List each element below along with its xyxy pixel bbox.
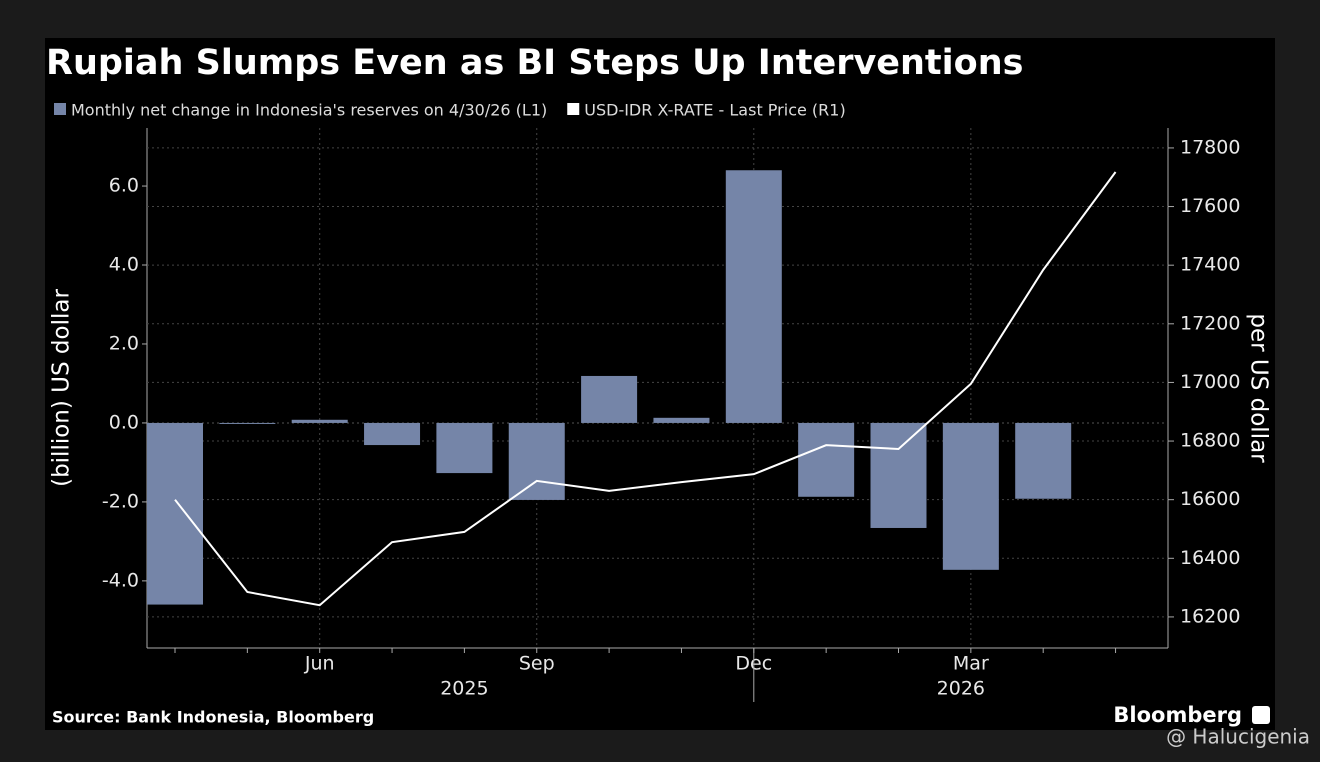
x-tick-label: Jun bbox=[304, 653, 335, 675]
y2-tick-label: 16600 bbox=[1180, 488, 1240, 510]
y-tick-label: 6.0 bbox=[109, 175, 139, 197]
bar bbox=[508, 422, 565, 500]
bar bbox=[653, 417, 710, 423]
y-tick-label: -2.0 bbox=[102, 490, 139, 512]
legend-swatch bbox=[567, 103, 580, 115]
brand: Bloomberg bbox=[1113, 703, 1242, 727]
bar bbox=[364, 422, 421, 446]
x-year-label: 2025 bbox=[440, 678, 488, 700]
bar bbox=[147, 422, 203, 605]
bar bbox=[291, 419, 348, 423]
y-axis-label: (billion) US dollar bbox=[49, 289, 75, 487]
bar bbox=[219, 422, 276, 424]
bar bbox=[1015, 422, 1072, 499]
source: Source: Bank Indonesia, Bloomberg bbox=[52, 708, 374, 727]
bar bbox=[581, 375, 638, 423]
bar bbox=[725, 170, 782, 423]
y2-tick-label: 17000 bbox=[1180, 371, 1240, 393]
y2-tick-label: 17800 bbox=[1180, 136, 1240, 158]
y2-tick-label: 16200 bbox=[1180, 605, 1240, 627]
y-tick-label: 0.0 bbox=[109, 411, 139, 433]
bar bbox=[436, 422, 493, 474]
y2-axis-label: per US dollar bbox=[1246, 313, 1272, 463]
bar bbox=[798, 422, 855, 497]
legend-swatch bbox=[54, 103, 66, 115]
watermark: @ Halucigenia bbox=[1166, 725, 1310, 749]
panel bbox=[45, 38, 1275, 730]
y-tick-label: 4.0 bbox=[109, 254, 139, 276]
y2-tick-label: 17200 bbox=[1180, 312, 1240, 334]
brand-icon bbox=[1252, 706, 1270, 724]
y2-tick-label: 16400 bbox=[1180, 547, 1240, 569]
y-tick-label: -4.0 bbox=[102, 569, 139, 591]
legend-label: Monthly net change in Indonesia's reserv… bbox=[71, 101, 547, 120]
x-tick-label: Mar bbox=[953, 653, 989, 675]
line bbox=[174, 171, 1117, 607]
y2-tick-label: 17400 bbox=[1180, 254, 1240, 276]
x-tick-label: Sep bbox=[519, 653, 555, 675]
legend-label: USD-IDR X-RATE - Last Price (R1) bbox=[584, 101, 845, 120]
x-year-label: 2026 bbox=[937, 678, 985, 700]
bar bbox=[942, 422, 999, 570]
y2-tick-label: 16800 bbox=[1180, 430, 1240, 452]
y-tick-label: 2.0 bbox=[109, 332, 139, 354]
y2-tick-label: 17600 bbox=[1180, 195, 1240, 217]
bar bbox=[870, 422, 927, 528]
chart-title: Rupiah Slumps Even as BI Steps Up Interv… bbox=[46, 43, 1023, 83]
